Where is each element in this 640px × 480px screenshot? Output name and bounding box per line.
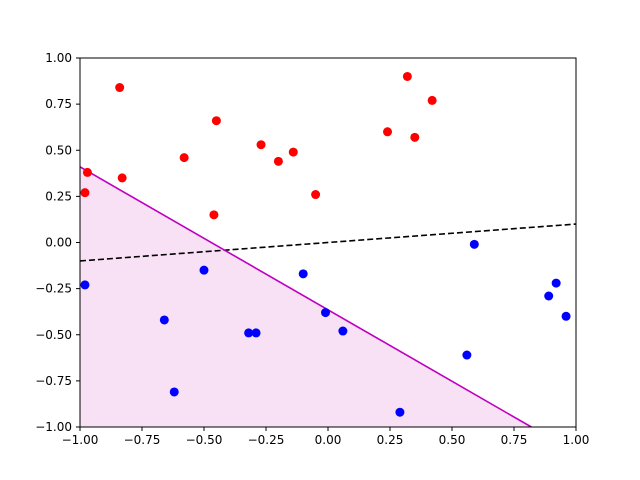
data-point xyxy=(427,95,437,105)
x-tick-label: 0.00 xyxy=(315,433,342,447)
y-tick-label: 0.50 xyxy=(45,143,72,157)
x-tick-label: 0.50 xyxy=(439,433,466,447)
x-tick-label: −0.50 xyxy=(186,433,223,447)
data-point xyxy=(117,173,127,183)
data-point xyxy=(244,328,254,338)
data-point xyxy=(462,350,472,360)
data-point xyxy=(179,153,189,163)
x-tick-label: −0.25 xyxy=(248,433,285,447)
y-tick-label: −0.75 xyxy=(35,374,72,388)
x-tick-label: −0.75 xyxy=(124,433,161,447)
x-axis: −1.00 −0.75 −0.50 −0.25 0.00 0.25 0.50 0.75 1.00 xyxy=(62,427,590,447)
x-tick-label: 0.25 xyxy=(377,433,404,447)
data-point xyxy=(211,116,221,126)
plot-area xyxy=(79,57,577,428)
data-point xyxy=(80,188,90,198)
data-point xyxy=(273,156,283,166)
data-point xyxy=(338,326,348,336)
points-layer xyxy=(80,71,571,417)
y-tick-label: 0.75 xyxy=(45,97,72,111)
data-point xyxy=(209,210,219,220)
y-tick-label: −1.00 xyxy=(35,420,72,434)
data-point xyxy=(395,407,405,417)
boundary-line xyxy=(80,166,532,427)
data-point xyxy=(321,308,331,318)
y-axis: −1.00 −0.75 −0.50 −0.25 0.00 0.25 0.50 0.75 1.00 xyxy=(35,51,80,434)
data-point xyxy=(410,132,420,142)
y-tick-label: 0.00 xyxy=(45,236,72,250)
data-point xyxy=(80,280,90,290)
data-point xyxy=(544,291,554,301)
y-tick-label: 1.00 xyxy=(45,51,72,65)
data-point xyxy=(561,311,571,321)
data-point xyxy=(383,127,393,137)
data-point xyxy=(402,71,412,81)
data-point xyxy=(469,239,479,249)
data-point xyxy=(169,387,179,397)
x-tick-label: 0.75 xyxy=(501,433,528,447)
y-tick-label: −0.50 xyxy=(35,328,72,342)
data-point xyxy=(82,167,92,177)
data-point xyxy=(311,190,321,200)
data-point xyxy=(115,83,125,93)
x-tick-label: 1.00 xyxy=(563,433,590,447)
data-point xyxy=(256,140,266,150)
data-point xyxy=(288,147,298,157)
dashed-line xyxy=(80,223,576,262)
x-tick-label: −1.00 xyxy=(62,433,99,447)
data-point xyxy=(298,269,308,279)
data-point xyxy=(251,328,261,338)
y-tick-label: 0.25 xyxy=(45,189,72,203)
y-tick-label: −0.25 xyxy=(35,282,72,296)
data-point xyxy=(199,265,209,275)
data-point xyxy=(551,278,561,288)
data-point xyxy=(159,315,169,325)
lines-layer xyxy=(80,166,576,427)
series-1 xyxy=(80,239,571,417)
series-0 xyxy=(80,71,437,220)
